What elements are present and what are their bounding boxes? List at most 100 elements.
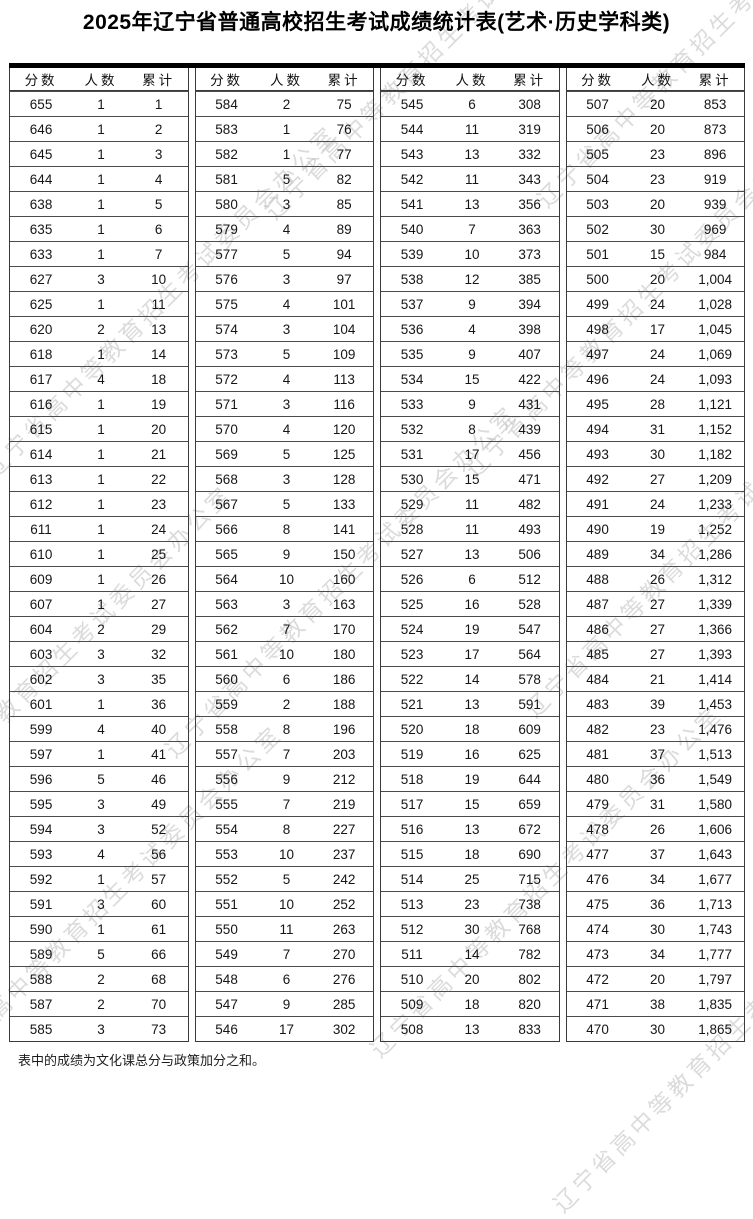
count-cell: 18 [464, 721, 480, 737]
count-cell: 6 [282, 671, 291, 687]
table-row: 555 7 219 [195, 791, 373, 816]
score-cell: 529 [400, 496, 424, 512]
cumulative-cell: 984 [703, 246, 727, 262]
score-cell: 602 [29, 671, 53, 687]
count-cell: 5 [97, 771, 105, 787]
cumulative-cell: 10 [151, 271, 167, 287]
count-cell: 24 [649, 371, 665, 387]
score-cell: 589 [29, 946, 53, 962]
table-row: 612 1 23 [10, 491, 188, 516]
cumulative-cell: 528 [518, 596, 541, 612]
cumulative-cell: 431 [518, 396, 541, 412]
cumulative-header: 累计 [327, 73, 361, 88]
cumulative-cell: 141 [332, 521, 356, 537]
score-cell: 537 [400, 296, 424, 312]
table-row: 627 3 10 [10, 266, 188, 291]
cumulative-cell: 36 [151, 696, 167, 712]
cumulative-cell: 1,453 [698, 696, 733, 712]
table-row: 474 30 1,743 [566, 916, 744, 941]
cumulative-cell: 150 [332, 546, 356, 562]
count-cell: 14 [464, 671, 480, 687]
count-cell: 5 [282, 446, 291, 462]
count-cell: 27 [649, 471, 665, 487]
count-cell: 23 [649, 146, 665, 162]
score-cell: 579 [215, 221, 238, 237]
count-cell: 5 [282, 871, 291, 887]
count-cell: 36 [649, 896, 665, 912]
count-cell: 3 [97, 671, 105, 687]
cumulative-cell: 456 [518, 446, 541, 462]
cumulative-cell: 820 [518, 996, 541, 1012]
cumulative-cell: 180 [332, 646, 356, 662]
cumulative-cell: 512 [518, 571, 541, 587]
table-row: 550 11 263 [195, 916, 373, 941]
score-cell: 486 [586, 621, 609, 637]
table-row: 588 2 68 [10, 966, 188, 991]
count-cell: 5 [97, 946, 105, 962]
count-cell: 11 [279, 921, 294, 937]
count-cell: 2 [97, 621, 105, 637]
table-row: 565 9 150 [195, 541, 373, 566]
count-cell: 13 [464, 196, 480, 212]
count-cell: 24 [649, 296, 665, 312]
count-cell: 1 [97, 521, 105, 537]
table-row: 644 1 4 [10, 166, 188, 191]
score-cell: 570 [215, 421, 238, 437]
score-cell: 520 [400, 721, 424, 737]
table-row: 582 1 77 [195, 141, 373, 166]
score-cell: 477 [586, 846, 609, 862]
count-cell: 15 [464, 796, 480, 812]
cumulative-cell: 422 [518, 371, 541, 387]
cumulative-cell: 188 [332, 696, 356, 712]
cumulative-cell: 471 [518, 471, 541, 487]
table-row: 518 19 644 [381, 766, 559, 791]
table-row: 593 4 56 [10, 841, 188, 866]
score-cell: 616 [29, 396, 53, 412]
count-cell: 20 [649, 196, 665, 212]
table-row: 602 3 35 [10, 666, 188, 691]
count-cell: 1 [97, 96, 105, 112]
cumulative-cell: 70 [151, 996, 167, 1012]
cumulative-cell: 1,743 [698, 921, 733, 937]
cumulative-cell: 237 [332, 846, 356, 862]
cumulative-cell: 1,045 [698, 321, 733, 337]
count-cell: 5 [282, 246, 291, 262]
count-cell: 13 [464, 546, 480, 562]
table-row: 524 19 547 [381, 616, 559, 641]
count-cell: 3 [282, 596, 291, 612]
count-cell: 6 [468, 571, 476, 587]
cumulative-cell: 363 [518, 221, 541, 237]
table-row: 480 36 1,549 [566, 766, 744, 791]
score-cell: 551 [215, 896, 238, 912]
table-row: 520 18 609 [381, 716, 559, 741]
score-cell: 655 [29, 96, 53, 112]
score-cell: 500 [586, 271, 609, 287]
score-cell: 571 [215, 396, 238, 412]
table-row: 549 7 270 [195, 941, 373, 966]
cumulative-cell: 1,835 [698, 996, 733, 1012]
table-row: 523 17 564 [381, 641, 559, 666]
score-cell: 554 [215, 821, 238, 837]
count-cell: 16 [464, 596, 480, 612]
cumulative-cell: 1,366 [698, 621, 733, 637]
table-row: 599 4 40 [10, 716, 188, 741]
score-cell: 614 [29, 446, 53, 462]
table-row: 615 1 20 [10, 416, 188, 441]
cumulative-cell: 270 [332, 946, 356, 962]
cumulative-cell: 219 [332, 796, 356, 812]
table-row: 584 2 75 [195, 91, 373, 116]
cumulative-cell: 1,777 [698, 946, 733, 962]
cumulative-cell: 1,182 [698, 446, 733, 462]
cumulative-cell: 75 [336, 96, 352, 112]
count-cell: 7 [282, 796, 291, 812]
score-cell: 492 [586, 471, 609, 487]
cumulative-cell: 853 [703, 96, 727, 112]
cumulative-cell: 782 [518, 946, 541, 962]
table-row: 594 3 52 [10, 816, 188, 841]
cumulative-cell: 20 [151, 421, 167, 437]
score-cell: 581 [215, 171, 238, 187]
count-cell: 27 [649, 596, 665, 612]
count-cell: 11 [464, 121, 479, 137]
cumulative-cell: 57 [151, 871, 167, 887]
score-cell: 572 [215, 371, 238, 387]
